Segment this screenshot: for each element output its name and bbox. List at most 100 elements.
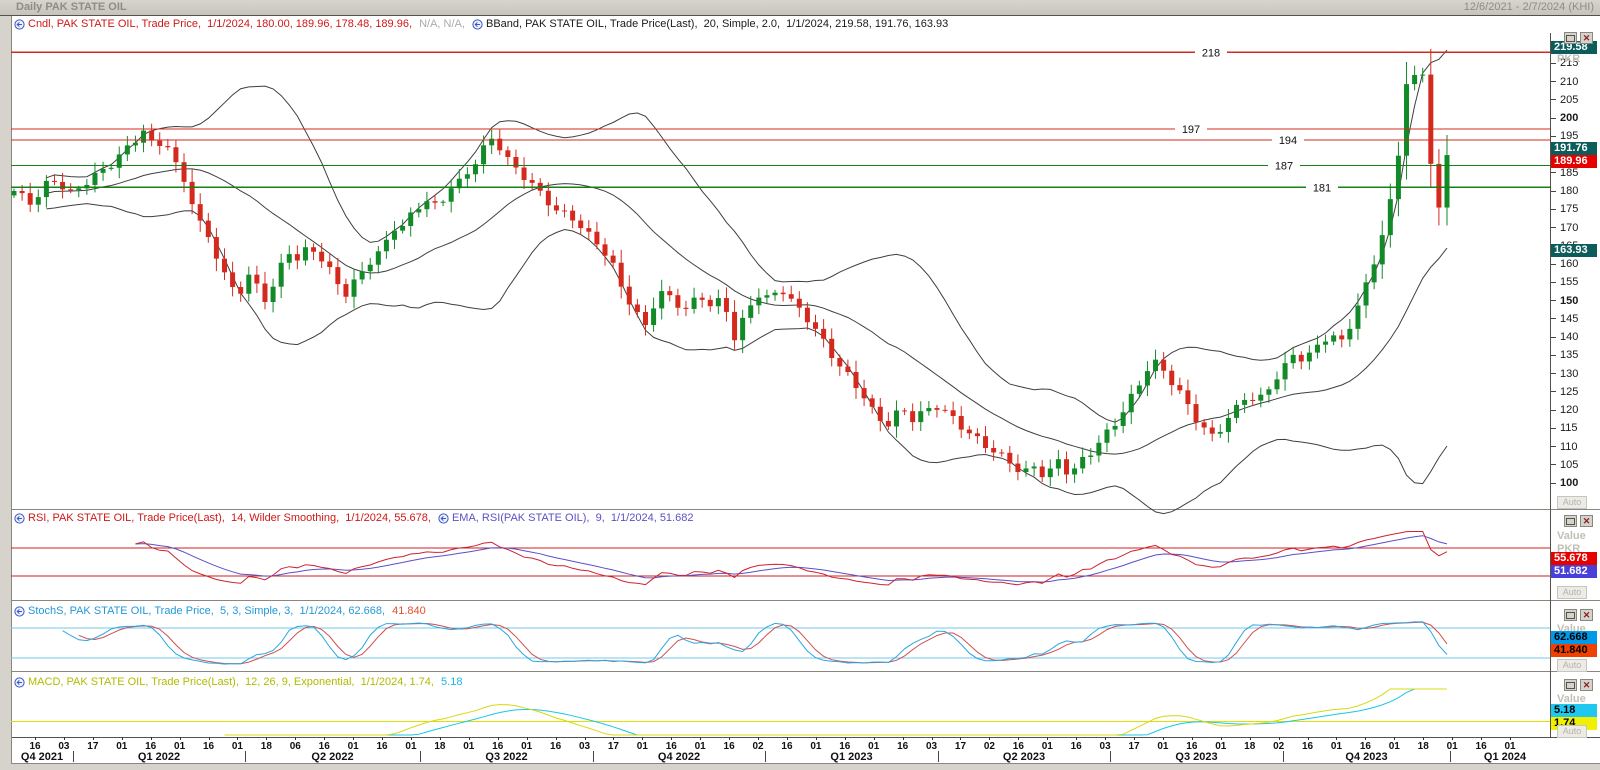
left-gutter — [0, 15, 11, 770]
quarter-separator — [1450, 751, 1451, 762]
price-tick-140: 140 — [1551, 331, 1578, 343]
rsi-line[interactable] — [135, 531, 1448, 586]
date-tick-mark — [902, 737, 904, 740]
date-tick-mark — [497, 737, 499, 740]
main-axis-auto-button[interactable]: Auto — [1557, 496, 1587, 509]
legend-item[interactable]: MACD, PAK STATE OIL, Trade Price(Last), … — [14, 676, 437, 688]
series-expand-icon[interactable] — [14, 605, 25, 617]
level-label-bg — [1175, 122, 1207, 136]
minimize-icon — [1566, 611, 1575, 619]
date-tick-label: 18 — [1244, 741, 1256, 752]
series-expand-icon[interactable] — [14, 512, 25, 524]
level-label-194: 194 — [1279, 135, 1297, 147]
tick-label: 185 — [1560, 166, 1579, 179]
rsi-ema-line[interactable] — [135, 535, 1448, 583]
level-label-181: 181 — [1313, 182, 1331, 194]
price-tick-205: 205 — [1551, 94, 1578, 106]
legend-item[interactable]: Cndl, PAK STATE OIL, Trade Price, 1/1/20… — [14, 18, 415, 30]
tick-label: 200 — [1560, 112, 1579, 124]
series-expand-icon[interactable] — [472, 18, 483, 30]
date-tick-label: 17 — [1128, 741, 1140, 752]
stoch-panel-legend: StochS, PAK STATE OIL, Trade Price, 5, 3… — [14, 604, 426, 618]
main-panel-minimize-button[interactable] — [1564, 32, 1577, 44]
date-tick-label: 16 — [1359, 741, 1371, 752]
rsi-panel-close-button[interactable]: ✕ — [1580, 515, 1593, 527]
bollinger-lower-band[interactable] — [46, 203, 1448, 515]
date-tick-label: 03 — [58, 741, 70, 752]
date-tick-mark — [1481, 737, 1483, 740]
tick-mark — [1551, 172, 1556, 174]
tick-mark — [1551, 373, 1556, 374]
legend-item[interactable]: RSI, PAK STATE OIL, Trade Price(Last), 1… — [14, 512, 434, 524]
date-tick-mark — [353, 737, 355, 740]
series-expand-icon[interactable] — [438, 512, 449, 524]
quarter-label-Q1-2023: Q1 2023 — [830, 751, 873, 763]
legend-item[interactable]: StochS, PAK STATE OIL, Trade Price, 5, 3… — [14, 605, 388, 617]
price-tick-195: 195 — [1551, 130, 1578, 142]
legend-text: EMA, RSI(PAK STATE OIL), 9, 1/1/2024, 51… — [451, 512, 694, 524]
legend-item[interactable]: 41.840 — [392, 605, 426, 617]
stoch-axis-auto-button[interactable]: Auto — [1557, 659, 1587, 672]
date-tick-mark — [1220, 737, 1222, 740]
date-tick-mark — [1047, 737, 1049, 740]
tick-mark — [1551, 318, 1556, 320]
quarter-separator — [1283, 751, 1284, 762]
quarter-separator — [1110, 751, 1111, 762]
chart-title-bar: Daily PAK STATE OIL 12/6/2021 - 2/7/2024… — [0, 0, 1600, 16]
date-tick-mark — [1134, 737, 1136, 740]
macd-signal-line[interactable] — [224, 688, 1448, 736]
level-label-bg — [1272, 133, 1304, 147]
date-tick-mark — [931, 737, 933, 740]
legend-text: N/A, N/A, — [419, 18, 468, 30]
stoch-panel-minimize-button[interactable] — [1564, 609, 1577, 621]
rsi-panel-legend: RSI, PAK STATE OIL, Trade Price(Last), 1… — [14, 511, 694, 525]
tick-label: 140 — [1560, 331, 1579, 343]
tick-label: 105 — [1560, 458, 1579, 471]
legend-item[interactable]: N/A, N/A, — [419, 18, 468, 30]
date-tick-label: 01 — [1157, 741, 1169, 752]
date-tick-mark — [786, 737, 788, 740]
tick-mark — [1551, 354, 1556, 356]
level-label-197: 197 — [1182, 124, 1200, 136]
legend-text: StochS, PAK STATE OIL, Trade Price, 5, 3… — [28, 605, 389, 617]
price-tick-155: 155 — [1551, 276, 1578, 288]
price-badge-189.96: 189.96 — [1551, 155, 1597, 169]
series-expand-icon[interactable] — [14, 676, 25, 688]
main-panel-close-button[interactable]: ✕ — [1580, 32, 1593, 44]
date-tick-mark — [555, 737, 557, 740]
date-tick-label: 01 — [1215, 741, 1227, 752]
quarter-label-Q1-2022: Q1 2022 — [137, 751, 181, 763]
level-label-bg — [1268, 158, 1300, 172]
bollinger-middle-band[interactable] — [46, 168, 1448, 455]
date-tick-mark — [1278, 737, 1280, 740]
macd-line[interactable] — [224, 688, 1448, 736]
quarter-separator — [765, 751, 766, 762]
date-tick-mark — [989, 737, 991, 740]
date-tick-label: 01 — [116, 741, 128, 752]
date-tick-label: 16 — [839, 741, 851, 752]
stoch-panel-close-button[interactable]: ✕ — [1580, 609, 1593, 621]
macd-panel-minimize-button[interactable] — [1564, 679, 1577, 691]
date-tick-mark — [1018, 737, 1020, 740]
tick-label: 210 — [1560, 75, 1579, 88]
date-tick-mark — [266, 737, 268, 740]
price-tick-100: 100 — [1551, 477, 1578, 489]
legend-item[interactable]: 5.18 — [441, 676, 462, 688]
bollinger-upper-band[interactable] — [46, 49, 1448, 423]
price-tick-105: 105 — [1551, 459, 1578, 471]
macd-panel-close-button[interactable]: ✕ — [1580, 679, 1593, 691]
tick-label: 175 — [1560, 203, 1579, 216]
legend-item[interactable]: EMA, RSI(PAK STATE OIL), 9, 1/1/2024, 51… — [438, 512, 694, 524]
date-tick-label: 01 — [636, 741, 648, 752]
stoch-k-line[interactable] — [62, 621, 1448, 665]
series-expand-icon[interactable] — [14, 18, 25, 30]
macd-axis-auto-button[interactable]: Auto — [1557, 725, 1587, 738]
rsi-panel-minimize-button[interactable] — [1564, 515, 1577, 527]
date-tick-label: 18 — [260, 741, 272, 752]
date-tick-mark — [324, 737, 326, 740]
price-badge-163.93: 163.93 — [1551, 243, 1597, 257]
candlestick-series[interactable] — [11, 48, 1450, 487]
legend-item[interactable]: BBand, PAK STATE OIL, Trade Price(Last),… — [472, 18, 948, 30]
date-tick-mark — [1452, 737, 1454, 740]
rsi-axis-auto-button[interactable]: Auto — [1557, 586, 1587, 599]
